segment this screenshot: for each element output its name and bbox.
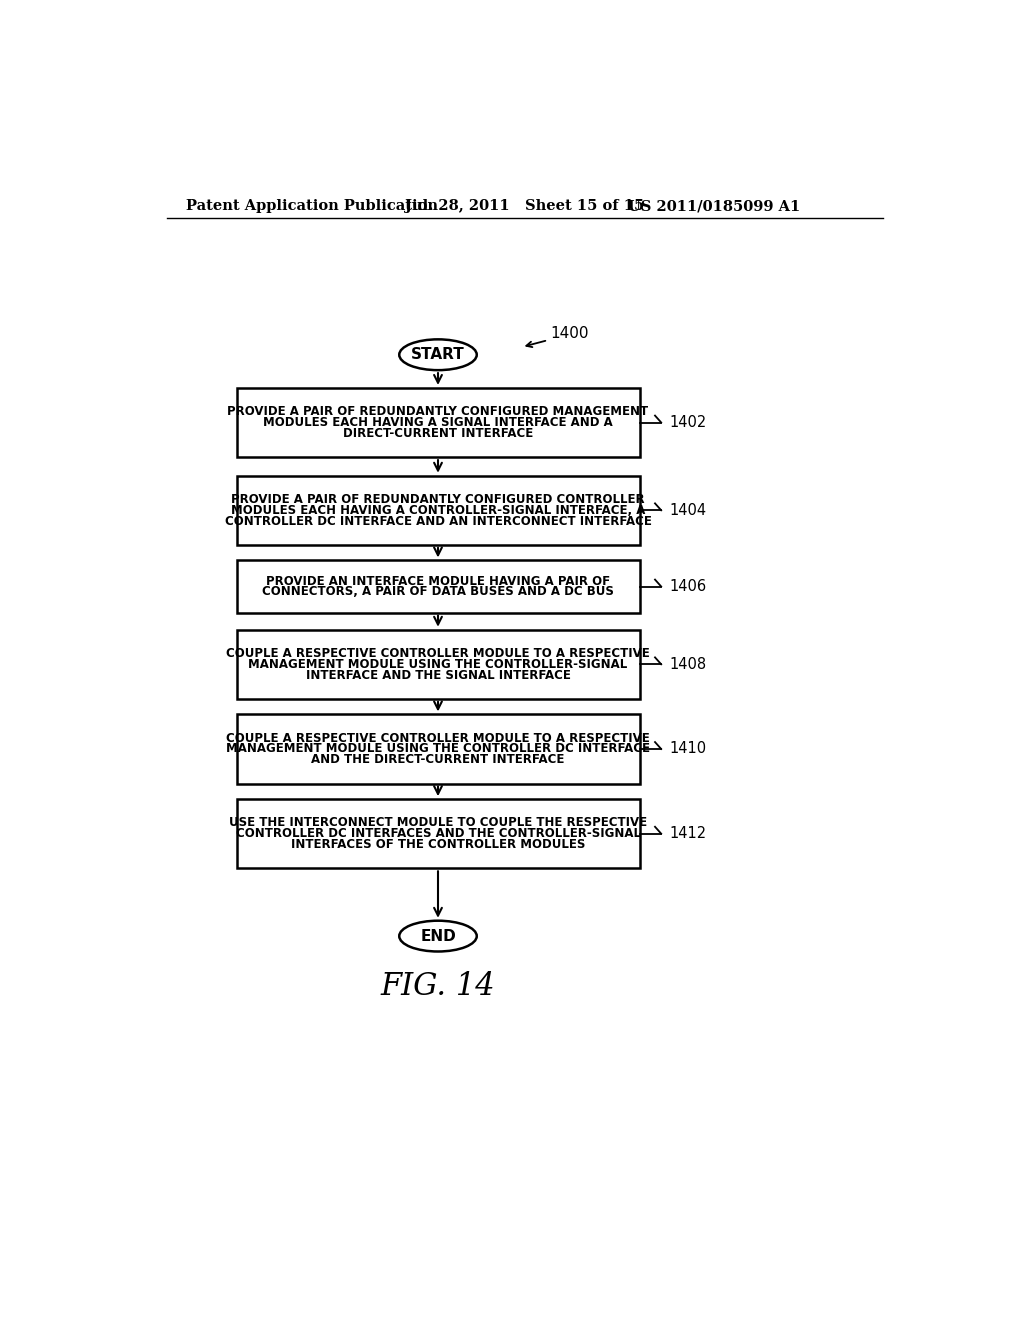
Text: 1410: 1410 [669, 742, 707, 756]
Text: 1408: 1408 [669, 657, 707, 672]
Text: FIG. 14: FIG. 14 [381, 970, 496, 1002]
Bar [237, 475, 640, 545]
Text: AND THE DIRECT-CURRENT INTERFACE: AND THE DIRECT-CURRENT INTERFACE [311, 754, 564, 767]
Text: MANAGEMENT MODULE USING THE CONTROLLER DC INTERFACE: MANAGEMENT MODULE USING THE CONTROLLER D… [226, 742, 650, 755]
Text: CONNECTORS, A PAIR OF DATA BUSES AND A DC BUS: CONNECTORS, A PAIR OF DATA BUSES AND A D… [262, 585, 614, 598]
Text: PROVIDE A PAIR OF REDUNDANTLY CONFIGURED MANAGEMENT: PROVIDE A PAIR OF REDUNDANTLY CONFIGURED… [227, 405, 648, 418]
Text: COUPLE A RESPECTIVE CONTROLLER MODULE TO A RESPECTIVE: COUPLE A RESPECTIVE CONTROLLER MODULE TO… [226, 647, 650, 660]
Text: 1412: 1412 [669, 826, 707, 841]
Text: INTERFACES OF THE CONTROLLER MODULES: INTERFACES OF THE CONTROLLER MODULES [291, 838, 585, 851]
Text: 1404: 1404 [669, 503, 707, 517]
Text: PROVIDE AN INTERFACE MODULE HAVING A PAIR OF: PROVIDE AN INTERFACE MODULE HAVING A PAI… [266, 574, 610, 587]
Ellipse shape [399, 339, 477, 370]
Text: MODULES EACH HAVING A SIGNAL INTERFACE AND A: MODULES EACH HAVING A SIGNAL INTERFACE A… [263, 416, 613, 429]
Text: CONTROLLER DC INTERFACES AND THE CONTROLLER-SIGNAL: CONTROLLER DC INTERFACES AND THE CONTROL… [236, 828, 640, 841]
Ellipse shape [399, 921, 477, 952]
Text: 1402: 1402 [669, 414, 707, 430]
Bar [237, 560, 640, 612]
Bar [237, 714, 640, 784]
Text: US 2011/0185099 A1: US 2011/0185099 A1 [628, 199, 800, 213]
Text: INTERFACE AND THE SIGNAL INTERFACE: INTERFACE AND THE SIGNAL INTERFACE [305, 668, 570, 681]
Text: Jul. 28, 2011   Sheet 15 of 15: Jul. 28, 2011 Sheet 15 of 15 [406, 199, 645, 213]
Bar [237, 630, 640, 700]
Bar [237, 388, 640, 457]
Text: Patent Application Publication: Patent Application Publication [186, 199, 438, 213]
Text: MODULES EACH HAVING A CONTROLLER-SIGNAL INTERFACE, A: MODULES EACH HAVING A CONTROLLER-SIGNAL … [230, 504, 645, 517]
Text: PROVIDE A PAIR OF REDUNDANTLY CONFIGURED CONTROLLER: PROVIDE A PAIR OF REDUNDANTLY CONFIGURED… [231, 492, 645, 506]
Text: CONTROLLER DC INTERFACE AND AN INTERCONNECT INTERFACE: CONTROLLER DC INTERFACE AND AN INTERCONN… [224, 515, 651, 528]
Text: COUPLE A RESPECTIVE CONTROLLER MODULE TO A RESPECTIVE: COUPLE A RESPECTIVE CONTROLLER MODULE TO… [226, 731, 650, 744]
Text: END: END [420, 928, 456, 944]
Text: START: START [411, 347, 465, 362]
Text: USE THE INTERCONNECT MODULE TO COUPLE THE RESPECTIVE: USE THE INTERCONNECT MODULE TO COUPLE TH… [229, 816, 647, 829]
Text: 1400: 1400 [550, 326, 589, 342]
Bar [237, 799, 640, 869]
Text: MANAGEMENT MODULE USING THE CONTROLLER-SIGNAL: MANAGEMENT MODULE USING THE CONTROLLER-S… [249, 657, 628, 671]
Text: 1406: 1406 [669, 579, 707, 594]
Text: DIRECT-CURRENT INTERFACE: DIRECT-CURRENT INTERFACE [343, 426, 534, 440]
